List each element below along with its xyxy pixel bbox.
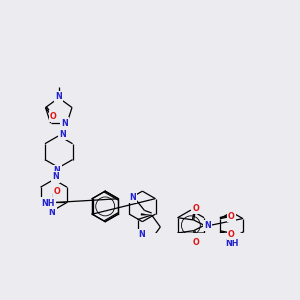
Text: O: O [54,187,60,196]
Text: H₂N: H₂N [40,199,54,208]
Polygon shape [59,125,68,132]
Text: N: N [129,193,136,202]
Text: O: O [228,212,235,221]
Text: N: N [61,118,68,127]
Text: N: N [56,92,62,101]
Text: NH: NH [225,239,239,248]
Text: O: O [228,230,235,239]
Text: N: N [52,172,59,182]
Text: N: N [59,130,66,139]
Text: N: N [138,230,145,239]
Text: NH: NH [41,199,55,208]
Text: N: N [49,208,56,217]
Text: O: O [193,238,200,247]
Text: O: O [193,203,200,212]
Text: N: N [204,221,211,230]
Text: N: N [54,167,61,176]
Text: O: O [50,112,56,121]
Polygon shape [141,213,150,215]
